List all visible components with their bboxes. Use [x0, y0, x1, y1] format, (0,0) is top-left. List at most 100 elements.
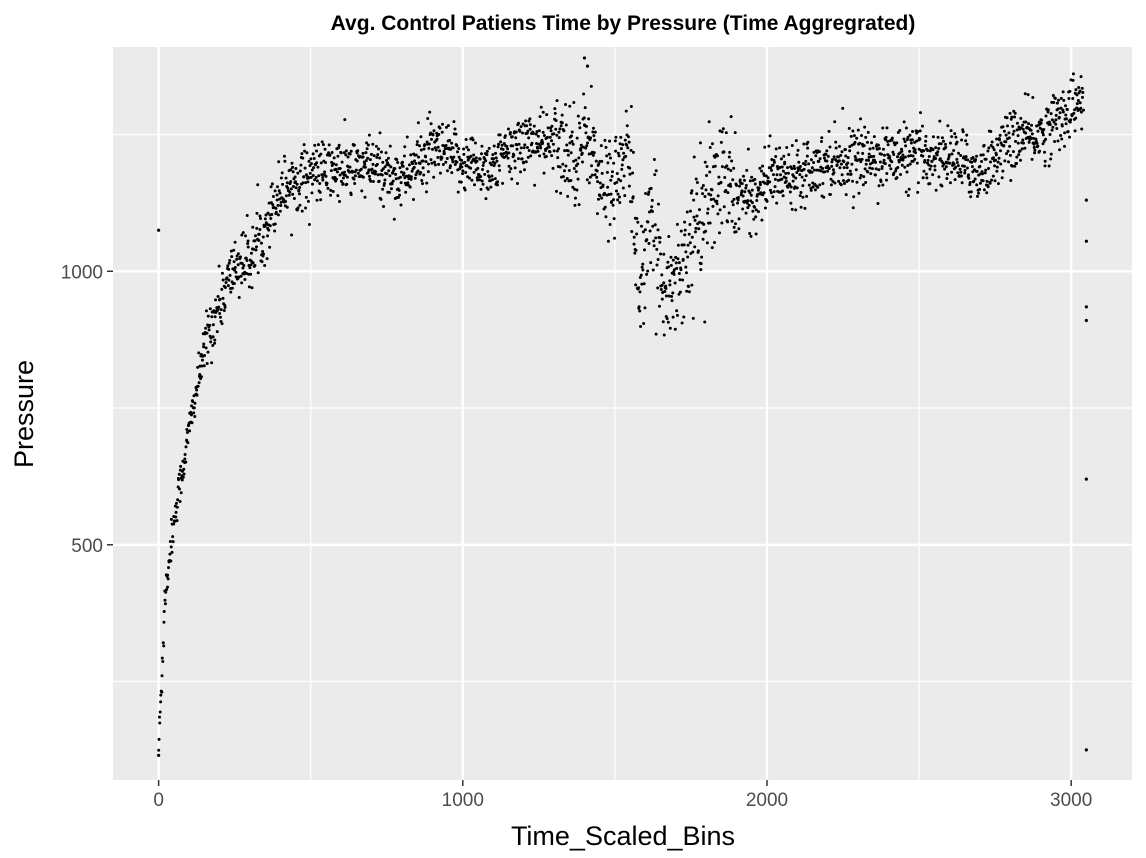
data-point [662, 281, 666, 285]
data-point [857, 191, 861, 195]
data-point [353, 174, 357, 178]
data-point [821, 182, 825, 186]
data-point [723, 175, 727, 179]
data-point [1007, 131, 1011, 135]
data-point [168, 539, 172, 543]
data-point [364, 159, 368, 163]
data-point [230, 286, 234, 290]
data-point [861, 151, 865, 155]
data-point [395, 158, 399, 162]
data-point [738, 178, 742, 182]
data-point [858, 141, 862, 145]
data-point [837, 144, 841, 148]
data-point [770, 168, 774, 172]
data-point [699, 262, 703, 266]
data-point [310, 191, 314, 195]
data-point [994, 153, 998, 157]
data-point [302, 175, 306, 179]
data-point [609, 192, 613, 196]
data-point [1056, 139, 1060, 143]
data-point [365, 141, 369, 145]
data-point [541, 110, 545, 114]
data-point [897, 160, 901, 164]
data-point [651, 268, 655, 272]
data-point [254, 248, 258, 252]
data-point [546, 142, 550, 146]
data-point [441, 163, 445, 167]
data-point [426, 170, 430, 174]
data-point [952, 149, 956, 153]
data-point [157, 748, 161, 752]
data-point [544, 154, 548, 158]
data-point [421, 182, 425, 186]
data-point [800, 175, 804, 179]
data-point [548, 150, 552, 154]
data-point [902, 120, 906, 124]
data-point [455, 150, 459, 154]
data-point [755, 198, 759, 202]
data-point [660, 297, 664, 301]
data-point [621, 158, 625, 162]
data-point [929, 164, 933, 168]
data-point [996, 182, 1000, 186]
data-point [474, 156, 478, 160]
data-point [986, 149, 990, 153]
data-point [261, 235, 265, 239]
data-point [1044, 114, 1048, 118]
data-point [1015, 128, 1019, 132]
data-point [742, 178, 746, 182]
data-point [268, 245, 272, 249]
data-point [303, 166, 307, 170]
data-point [680, 321, 684, 325]
data-point [1047, 164, 1051, 168]
data-point [606, 239, 610, 243]
y-tick-label: 1000 [61, 262, 103, 283]
data-point [913, 157, 917, 161]
data-point [331, 189, 335, 193]
data-point [338, 173, 342, 177]
data-point [732, 166, 736, 170]
data-point [1050, 128, 1054, 132]
data-point [955, 161, 959, 165]
data-point [184, 460, 188, 464]
data-point [265, 257, 269, 261]
data-point [177, 487, 181, 491]
data-point [1041, 130, 1045, 134]
data-point [192, 406, 196, 410]
data-point [798, 173, 802, 177]
data-point [603, 191, 606, 195]
data-point [368, 158, 372, 162]
data-point [381, 160, 385, 164]
data-point [315, 161, 319, 165]
data-point [753, 177, 757, 181]
data-point [303, 149, 307, 153]
data-point [693, 230, 697, 234]
data-point [538, 144, 542, 148]
data-point [927, 155, 931, 159]
data-point [846, 161, 850, 165]
data-point [361, 151, 365, 155]
data-point [255, 226, 259, 230]
data-point [575, 188, 579, 192]
data-point [868, 166, 872, 170]
data-point [158, 721, 162, 725]
data-point [588, 175, 592, 179]
data-point [636, 220, 640, 224]
data-point [805, 154, 809, 158]
data-point [676, 313, 679, 317]
data-point [536, 146, 540, 150]
data-point [590, 164, 594, 168]
data-point [450, 171, 454, 175]
data-point [994, 158, 998, 162]
data-point [298, 169, 302, 173]
data-point [465, 163, 469, 167]
data-point [862, 175, 866, 179]
data-point [259, 217, 263, 221]
data-point [1064, 113, 1068, 117]
data-point [284, 194, 288, 198]
data-point [771, 173, 775, 177]
data-point [493, 161, 497, 165]
data-point [496, 145, 500, 149]
data-point [892, 152, 896, 156]
data-point [513, 166, 517, 170]
